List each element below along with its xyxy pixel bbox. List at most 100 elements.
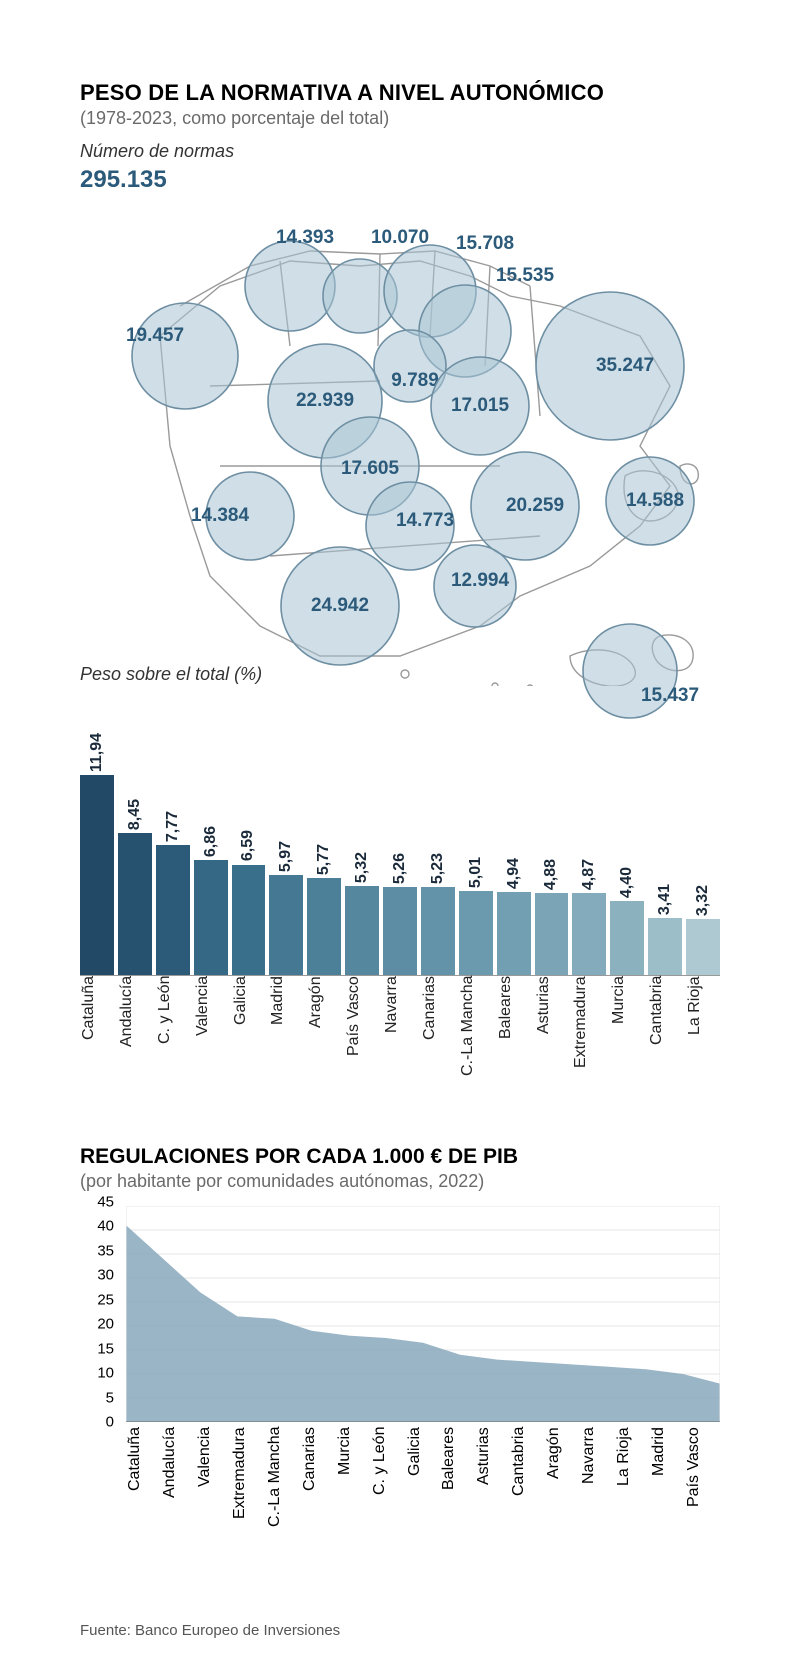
bar-label: Galicia: [232, 976, 266, 1115]
bar-label: Canarias: [421, 976, 455, 1115]
bar-rect: [307, 878, 341, 975]
bar-rect: [80, 775, 114, 975]
bar-Aragón: 5,77: [307, 844, 341, 975]
bubble-label-pais-vasco: 15.708: [456, 233, 514, 255]
y-tick: 30: [97, 1267, 114, 1284]
x-tick-label: País Vasco: [685, 1427, 720, 1577]
bar-chart-axis: CataluñaAndalucíaC. y LeónValenciaGalici…: [80, 975, 720, 1115]
bar-value: 4,88: [542, 859, 560, 890]
bubble-label-valencia: 20.259: [506, 495, 564, 517]
y-tick: 40: [97, 1218, 114, 1235]
chart2-subtitle: (por habitante por comunidades autónomas…: [80, 1171, 720, 1192]
x-tick-label: Navarra: [580, 1427, 615, 1577]
bar-Navarra: 5,26: [383, 853, 417, 975]
x-tick-label: Madrid: [650, 1427, 685, 1577]
y-tick: 0: [106, 1414, 114, 1431]
bar-label: Cataluña: [80, 976, 114, 1115]
bar-rect: [497, 892, 531, 975]
bar-value: 4,87: [580, 859, 598, 890]
bar-rect: [345, 886, 379, 975]
bar-label: Aragón: [307, 976, 341, 1115]
bar-rect: [648, 918, 682, 975]
x-tick-label: Galicia: [406, 1427, 441, 1577]
bar-value: 5,32: [353, 852, 371, 883]
bar-Galicia: 6,59: [232, 830, 266, 975]
bar-value: 6,59: [239, 830, 257, 861]
x-tick-label: Valencia: [196, 1427, 231, 1577]
bar-label: País Vasco: [345, 976, 379, 1115]
bar-rect: [232, 865, 266, 975]
y-tick: 20: [97, 1316, 114, 1333]
x-tick-label: Asturias: [475, 1427, 510, 1577]
bar-label: Valencia: [194, 976, 228, 1115]
bubble-label-madrid: 17.605: [341, 458, 399, 480]
bar-value: 4,40: [618, 867, 636, 898]
bar-Cataluña: 11,94: [80, 733, 114, 975]
bar-value: 7,77: [164, 811, 182, 842]
chart-subtitle: (1978-2023, como porcentaje del total): [80, 108, 720, 129]
x-tick-label: Canarias: [301, 1427, 336, 1577]
bar-rect: [535, 893, 569, 975]
x-tick-label: Extremadura: [231, 1427, 266, 1577]
bar-value: 8,45: [126, 799, 144, 830]
bar-rect: [610, 901, 644, 975]
y-tick: 45: [97, 1194, 114, 1211]
bar-rect: [118, 833, 152, 975]
bar-value: 5,26: [391, 853, 409, 884]
bar-value: 5,77: [315, 844, 333, 875]
bar-value: 11,94: [88, 733, 106, 772]
count-label: Número de normas: [80, 141, 720, 162]
map-bubble-chart: 295.135 19.45714.39310.07015.70815.5359.…: [80, 166, 720, 686]
x-tick-label: Cataluña: [126, 1427, 161, 1577]
area-chart: 051015202530354045 CataluñaAndalucíaVale…: [80, 1202, 720, 1462]
bubble-label-cataluna: 35.247: [596, 355, 654, 377]
bar-label: Murcia: [610, 976, 644, 1115]
bar-label: Baleares: [497, 976, 531, 1115]
x-tick-label: C. y León: [371, 1427, 406, 1577]
bar-Murcia: 4,40: [610, 867, 644, 975]
bar-value: 5,23: [429, 853, 447, 884]
x-tick-label: Aragón: [545, 1427, 580, 1577]
bubble-label-cyl: 22.939: [296, 390, 354, 412]
bar-C.-La Mancha: 5,01: [459, 857, 493, 975]
bar-rect: [156, 845, 190, 975]
bar-Valencia: 6,86: [194, 826, 228, 975]
bar-chart: 11,94 8,45 7,77 6,86 6,59 5,97 5,77 5,32 5,26 5,2…: [80, 715, 720, 975]
bar-rect: [269, 875, 303, 975]
bubble-label-andalucia: 24.942: [311, 595, 369, 617]
bubble-label-navarra: 15.535: [496, 265, 554, 287]
bar-País Vasco: 5,32: [345, 852, 379, 975]
bubble-label-extremadura: 14.384: [191, 505, 249, 527]
bar-rect: [572, 893, 606, 975]
x-tick-label: C.-La Mancha: [266, 1427, 301, 1577]
bar-La Rioja: 3,32: [686, 885, 720, 975]
bar-label: Navarra: [383, 976, 417, 1115]
bar-rect: [459, 891, 493, 975]
bubble-label-galicia: 19.457: [126, 325, 184, 347]
bubble-label-asturias: 14.393: [276, 227, 334, 249]
bubble-label-clm: 14.773: [396, 510, 454, 532]
bubble-label-murcia: 12.994: [451, 570, 509, 592]
bar-value: 4,94: [505, 858, 523, 889]
area-y-axis: 051015202530354045: [80, 1202, 120, 1422]
source-text: Fuente: Banco Europeo de Inversiones: [80, 1622, 720, 1639]
bar-C. y León: 7,77: [156, 811, 190, 975]
bar-Extremadura: 4,87: [572, 859, 606, 975]
bar-label: C.-La Mancha: [459, 976, 493, 1115]
chart-title: PESO DE LA NORMATIVA A NIVEL AUTONÓMICO: [80, 80, 720, 106]
bar-Canarias: 5,23: [421, 853, 455, 975]
chart2-title: REGULACIONES POR CADA 1.000 € DE PIB: [80, 1145, 720, 1169]
bar-label: Extremadura: [572, 976, 606, 1115]
bar-rect: [383, 887, 417, 975]
bar-value: 3,32: [694, 885, 712, 916]
y-tick: 35: [97, 1242, 114, 1259]
area-x-axis: CataluñaAndalucíaValenciaExtremaduraC.-L…: [126, 1427, 720, 1577]
y-tick: 10: [97, 1365, 114, 1382]
bar-rect: [421, 887, 455, 975]
bubble-label-aragon: 17.015: [451, 395, 509, 417]
x-tick-label: Murcia: [336, 1427, 371, 1577]
bar-value: 5,01: [467, 857, 485, 888]
bar-Madrid: 5,97: [269, 841, 303, 975]
bar-Andalucía: 8,45: [118, 799, 152, 975]
bubble-label-baleares: 14.588: [626, 490, 684, 512]
